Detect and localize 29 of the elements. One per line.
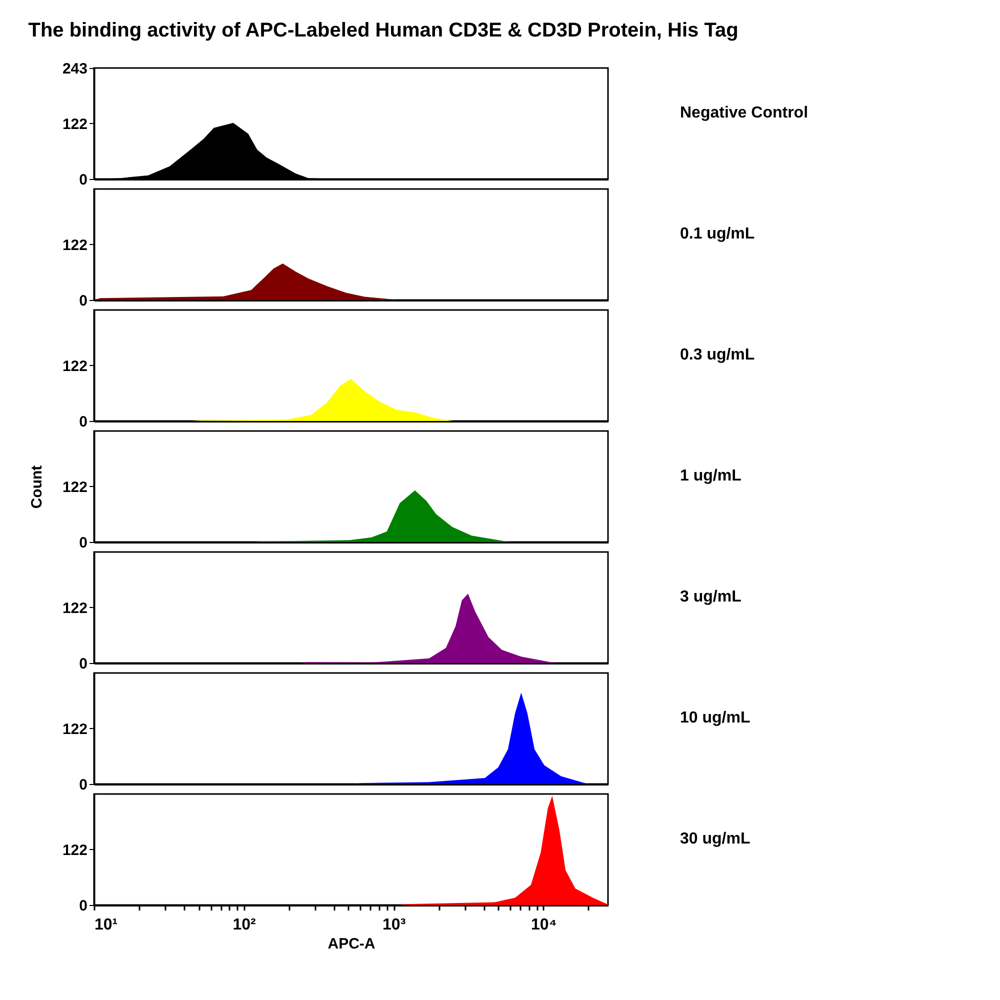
text: 3 ug/mL xyxy=(680,588,742,606)
y-tick-label: 0 xyxy=(79,898,88,914)
y-tick-label: 122 xyxy=(62,236,88,254)
x-axis-title: APC-A xyxy=(328,936,376,952)
x-tick-label: 10³ xyxy=(382,916,406,934)
text: 30 ug/mL xyxy=(680,830,750,848)
y-tick-label: 0 xyxy=(79,776,88,794)
y-tick-label: 0 xyxy=(79,172,88,188)
text: 0.3 ug/mL xyxy=(680,346,755,364)
y-tick-label: 122 xyxy=(62,358,88,375)
y-tick-label: 122 xyxy=(62,842,88,859)
y-tick-label: 243 xyxy=(62,60,88,78)
chart-title: The binding activity of APC-Labeled Human CD3E & CD3D Protein, His Tag xyxy=(28,19,738,42)
text: 10 ug/mL xyxy=(680,709,750,726)
y-tick-label: 122 xyxy=(62,720,88,738)
y-tick-label: 0 xyxy=(79,414,88,430)
y-axis-title: Count xyxy=(28,465,46,509)
y-tick-label: 0 xyxy=(79,292,88,310)
x-tick-label: 10⁴ xyxy=(531,916,557,934)
text: Negative Control xyxy=(680,104,808,122)
y-tick-label: 0 xyxy=(79,656,88,672)
x-tick-label: 10¹ xyxy=(94,916,118,934)
x-tick-label: 10² xyxy=(232,916,256,934)
y-tick-label: 122 xyxy=(62,116,88,133)
text: 0.1 ug/mL xyxy=(680,225,755,242)
y-tick-label: 122 xyxy=(62,478,88,496)
y-tick-label: 0 xyxy=(79,534,88,552)
text: 1 ug/mL xyxy=(680,467,742,484)
y-tick-label: 122 xyxy=(62,600,88,617)
